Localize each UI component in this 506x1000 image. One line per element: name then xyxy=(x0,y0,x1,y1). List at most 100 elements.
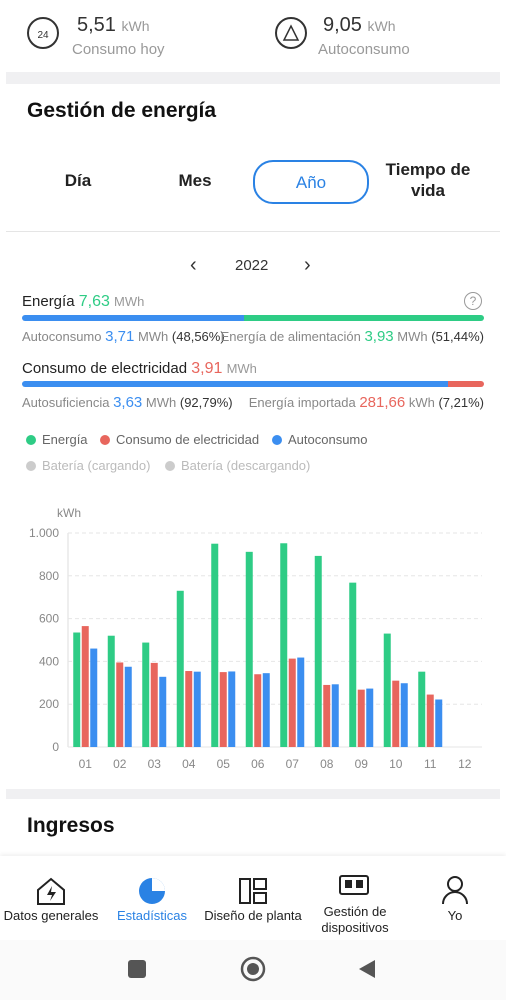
label: Energía de alimentación xyxy=(220,329,361,344)
bar xyxy=(159,676,167,747)
bar xyxy=(435,699,443,747)
nav-icon xyxy=(139,878,165,904)
bar xyxy=(228,671,236,747)
legend-label: Batería (cargando) xyxy=(42,458,151,473)
back-button[interactable] xyxy=(357,958,377,980)
chart: kWh 0 200 400 600 800 1.000 01 02 03 04 05 06 07 08 09… xyxy=(29,506,482,771)
bar xyxy=(81,626,89,747)
bar xyxy=(176,590,184,747)
consumption-icon: 24 xyxy=(27,17,59,49)
prev-year[interactable]: ‹ xyxy=(190,254,197,276)
bar xyxy=(124,666,132,747)
bar xyxy=(262,673,270,747)
tab-active[interactable]: Año xyxy=(253,160,369,204)
unit: MWh xyxy=(145,395,177,410)
nav-icon xyxy=(37,877,65,905)
separator xyxy=(6,72,500,84)
y-tick-label: 400 xyxy=(39,654,59,668)
legend-dot xyxy=(26,460,36,471)
legend-label: Autoconsumo xyxy=(288,432,368,447)
unit: kWh xyxy=(121,18,150,34)
legend-item[interactable]: Autoconsumo xyxy=(272,432,368,447)
unit: kWh xyxy=(367,18,396,34)
share-row: Energía importada 281,66 kWh (7,21%) xyxy=(249,394,484,411)
bar xyxy=(426,694,434,747)
bar xyxy=(314,555,322,747)
legend-dot xyxy=(272,434,282,445)
consumption-total: Consumo de electricidad 3,91 MWh xyxy=(22,360,257,378)
bar xyxy=(288,658,296,747)
share-row: Autoconsumo 3,71 MWh (48,56%) xyxy=(22,328,225,345)
tab[interactable]: Tiempo de vida xyxy=(385,160,471,200)
year: 2022 xyxy=(235,257,269,274)
nav-item[interactable]: Gestión de dispositivos xyxy=(321,904,389,935)
value: 3,93 xyxy=(364,328,394,345)
bar xyxy=(383,633,391,747)
x-tick-label: 09 xyxy=(355,757,369,771)
legend-item[interactable]: Energía xyxy=(26,432,88,447)
legend-dot xyxy=(165,460,175,471)
bar xyxy=(254,674,262,747)
label: Consumo de electricidad xyxy=(22,360,188,377)
legend-dot xyxy=(26,434,36,445)
value: 3,71 xyxy=(105,328,135,345)
legend-item[interactable]: Batería (cargando) xyxy=(26,458,150,473)
bar xyxy=(357,689,365,747)
bar xyxy=(211,543,219,747)
separator xyxy=(6,789,500,799)
x-tick-label: 06 xyxy=(251,757,265,771)
bar xyxy=(107,635,115,747)
share-row: Autosuficiencia 3,63 MWh (92,79%) xyxy=(22,394,233,411)
value: 281,66 xyxy=(359,394,406,411)
y-tick-label: 800 xyxy=(39,569,59,583)
label: Autoconsumo xyxy=(22,329,102,344)
energy-total: Energía 7,63 MWh xyxy=(22,293,144,311)
nav-item[interactable]: Datos generales xyxy=(3,908,99,923)
share: (51,44%) xyxy=(431,329,484,344)
x-tick-label: 03 xyxy=(148,757,162,771)
nav-icon xyxy=(339,875,369,895)
recent-button[interactable] xyxy=(128,960,146,978)
y-tick-label: 1.000 xyxy=(29,526,59,540)
bar xyxy=(331,684,339,747)
unit: MWh xyxy=(397,329,428,344)
bar xyxy=(297,657,305,747)
tab[interactable]: Mes xyxy=(178,170,212,190)
legend-label: Consumo de electricidad xyxy=(116,432,260,447)
help-icon[interactable]: ? xyxy=(464,292,482,310)
divider xyxy=(6,231,500,232)
nav-item-active[interactable]: Estadísticas xyxy=(116,908,188,923)
value: 3,63 xyxy=(113,394,143,411)
legend-item[interactable]: Batería (descargando) xyxy=(165,458,310,473)
unit: MWh xyxy=(114,294,145,309)
bar xyxy=(73,632,81,747)
x-tick-label: 07 xyxy=(286,757,300,771)
share-bar xyxy=(22,315,244,321)
x-tick-label: 05 xyxy=(217,757,231,771)
label: Energía xyxy=(22,293,75,310)
unit: MWh xyxy=(226,361,257,376)
label: Energía importada xyxy=(248,395,356,410)
y-tick-label: 200 xyxy=(39,697,59,711)
bar xyxy=(366,688,374,747)
legend-label: Batería (descargando) xyxy=(181,458,311,473)
share-bar xyxy=(448,381,484,387)
nav-item[interactable]: Diseño de planta xyxy=(204,908,302,923)
stat-label: Autoconsumo xyxy=(318,41,410,58)
bar xyxy=(392,680,400,747)
y-tick-label: 600 xyxy=(39,612,59,626)
next-year[interactable]: › xyxy=(304,254,311,276)
home-button[interactable] xyxy=(240,956,266,982)
svg-text:24: 24 xyxy=(37,30,49,41)
x-tick-label: 02 xyxy=(113,757,127,771)
value: 5,51 xyxy=(77,14,116,36)
tab[interactable]: Día xyxy=(64,170,92,190)
bar xyxy=(142,642,150,747)
y-axis-label: kWh xyxy=(57,506,81,520)
bar xyxy=(150,662,158,747)
nav-item[interactable]: Yo xyxy=(447,908,463,923)
legend-label: Energía xyxy=(42,432,88,447)
share: (7,21%) xyxy=(438,395,484,410)
legend-item[interactable]: Consumo de electricidad xyxy=(100,432,259,447)
